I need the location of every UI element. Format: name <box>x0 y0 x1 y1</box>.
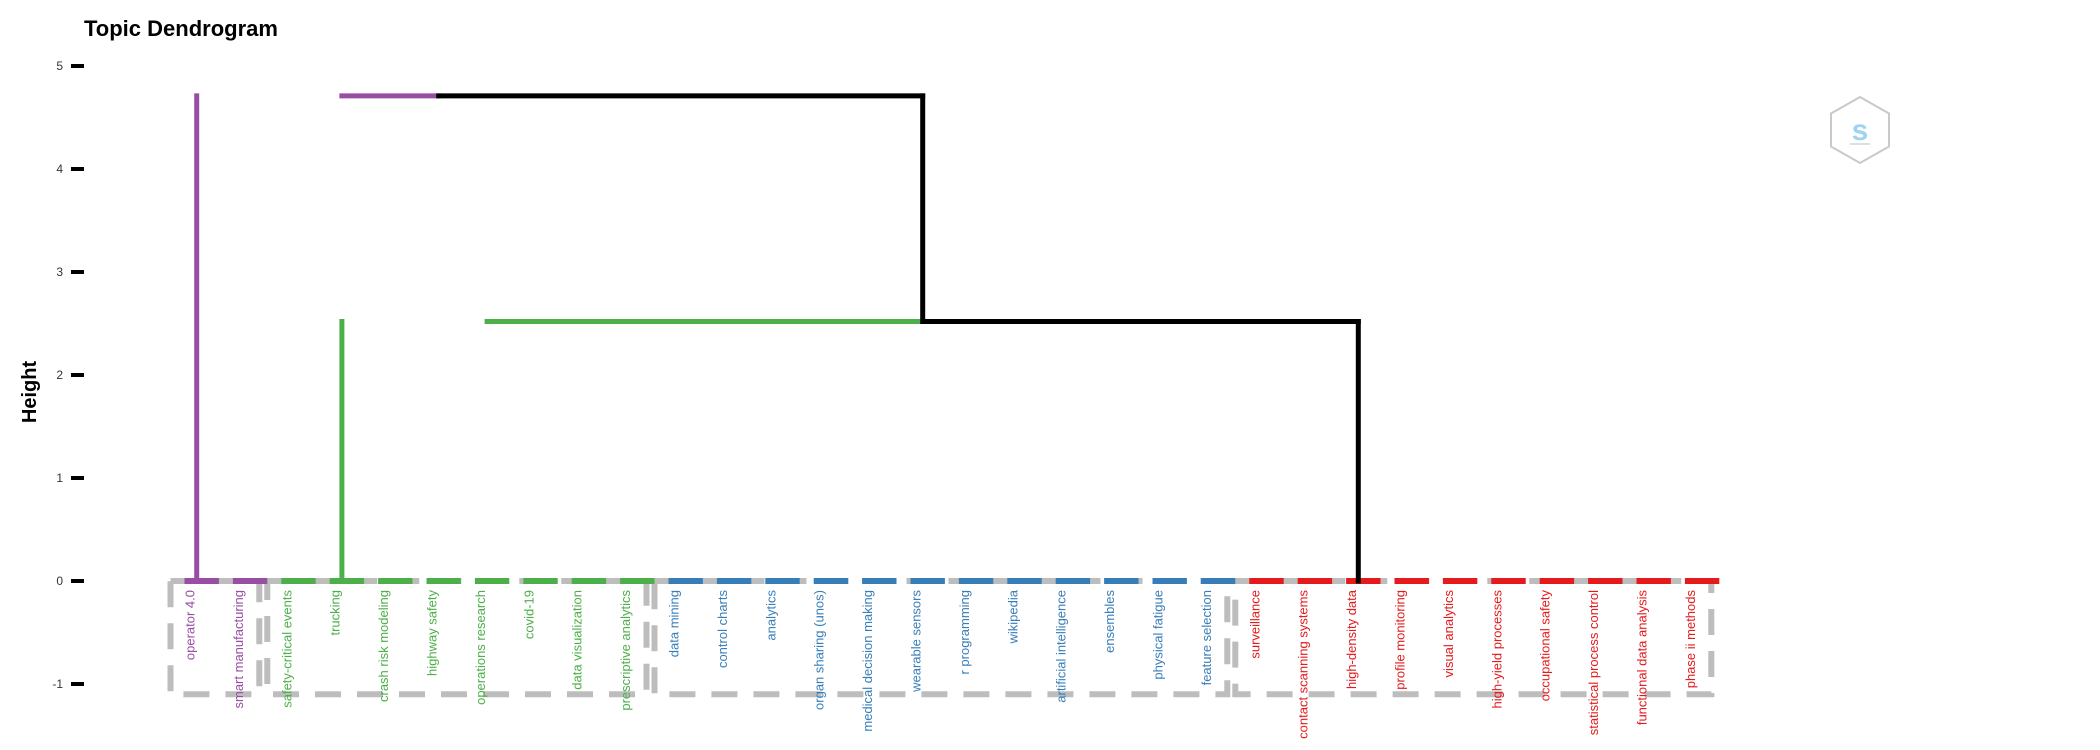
leaf-label: prescriptive analytics <box>618 590 633 711</box>
leaf-label: wearable sensors <box>909 590 924 693</box>
hexagon-logo: s <box>1830 95 1890 165</box>
y-tick-label: 0 <box>56 574 63 588</box>
leaf-label: r programming <box>957 590 972 675</box>
dendrogram-branches <box>194 93 1361 584</box>
y-tick-label: 1 <box>56 471 63 485</box>
leaf-label: phase ii methods <box>1683 590 1698 689</box>
leaf-label: high-yield processes <box>1489 590 1504 709</box>
leaf-label: trucking <box>328 590 343 636</box>
leaf-label: smart manufacturing <box>231 590 246 709</box>
cluster-boxes <box>167 578 1715 698</box>
y-axis-label: Height <box>19 361 41 424</box>
leaf-label: ensembles <box>1102 590 1117 653</box>
y-tick-label: 4 <box>56 162 63 176</box>
leaf-label: visual analytics <box>1441 590 1456 678</box>
svg-text:s: s <box>1852 114 1869 147</box>
leaf-label: data visualization <box>570 590 585 690</box>
y-tick-label: 2 <box>56 368 63 382</box>
chart-title: Topic Dendrogram <box>84 16 278 41</box>
y-axis: 5 4 3 2 1 0 -1 <box>52 59 84 691</box>
leaf-label: profile monitoring <box>1393 590 1408 690</box>
leaf-label: covid-19 <box>521 590 536 639</box>
leaf-label: wikipedia <box>1005 589 1020 644</box>
leaf-label: statistical process control <box>1586 590 1601 735</box>
leaf-label: analytics <box>763 590 778 641</box>
leaf-labels: operator 4.0 smart manufacturing safety-cr… <box>183 589 1698 739</box>
leaf-label: organ sharing (unos) <box>812 590 827 710</box>
leaf-label: control charts <box>715 590 730 669</box>
y-tick-label: 3 <box>56 265 63 279</box>
leaf-label: occupational safety <box>1538 590 1553 702</box>
leaf-label: high-density data <box>1344 589 1359 689</box>
leaf-label: physical fatigue <box>1151 590 1166 680</box>
leaf-label: safety-critical events <box>279 590 294 708</box>
leaf-label: contact scanning systems <box>1296 590 1311 739</box>
leaf-label: functional data analysis <box>1635 590 1650 726</box>
leaf-label: highway safety <box>425 590 440 676</box>
leaf-label: operations research <box>473 590 488 705</box>
leaf-label: artificial intelligence <box>1054 590 1069 703</box>
y-tick-label: -1 <box>52 677 63 691</box>
cluster-box <box>651 578 1231 698</box>
leaf-label: crash risk modeling <box>376 590 391 702</box>
cluster-box <box>264 578 650 698</box>
leaf-label: surveillance <box>1247 590 1262 659</box>
y-tick-label: 5 <box>56 59 63 73</box>
leaf-label: operator 4.0 <box>183 590 198 660</box>
leaf-label: feature selection <box>1199 590 1214 685</box>
leaf-label: data mining <box>667 590 682 657</box>
leaf-label: medical decision making <box>860 590 875 732</box>
